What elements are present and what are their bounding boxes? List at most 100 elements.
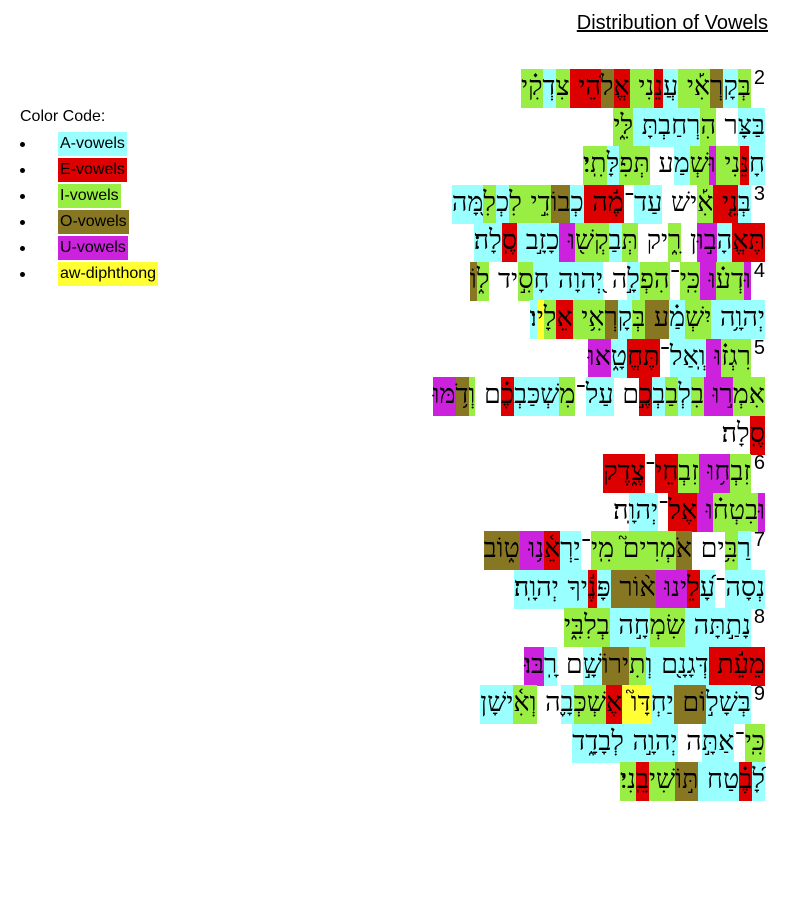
syllable: חַ xyxy=(671,107,688,147)
syllable: הָ xyxy=(716,223,733,262)
syllable: בַ xyxy=(608,223,622,262)
syllable: שָׁ xyxy=(718,685,738,724)
verse-line: אִמְר֣וּ בִלְבַבְכֶ֣ם עַל־מִשְׁכַּבְכֶ֗ם… xyxy=(432,376,765,416)
syllable: עֵ֬ת xyxy=(708,646,749,686)
bullet-icon xyxy=(20,142,25,147)
verse-line: מֵעֵ֬ת דְּגָנָ֖ם וְתִירוֹשָׁ֣ם רָֽבּוּ׃ xyxy=(433,646,765,686)
legend-item: I-vowels xyxy=(20,183,121,209)
syllable: זָ֣ב xyxy=(517,223,547,262)
syllable: שָׁ֣ xyxy=(582,646,602,686)
syllable: לָ֣ xyxy=(627,261,640,301)
verse-line: 7רַבִּ֥ים אֹמְרִים֮ מִֽי־יַרְאֵ֫נ֥וּ ט֑ו… xyxy=(433,529,765,570)
syllable: תַ֣ xyxy=(725,608,743,647)
syllable: הִ xyxy=(700,107,716,147)
verse-line: 4וּדְע֗וּ כִּֽי־הִפְלָ֣ה יְ֭הוָה חָסִ֣יד… xyxy=(433,261,765,301)
syllable: בְ xyxy=(596,608,610,647)
syllable: נִי׃ xyxy=(619,762,636,801)
syllable: יְ֭ xyxy=(596,261,604,301)
syllable: בַ xyxy=(665,377,679,416)
syllable: וּ xyxy=(705,338,722,378)
legend-swatch-label: I-vowels xyxy=(58,184,121,208)
syllable: חְ xyxy=(650,685,667,724)
syllable: לְ xyxy=(611,723,624,763)
syllable: פִ xyxy=(619,146,634,185)
syllable: צִ xyxy=(555,69,570,108)
verse-number: 5 xyxy=(753,336,765,359)
syllable: בְ xyxy=(514,377,528,416)
syllable: יְ xyxy=(650,492,659,532)
syllable: תֶּ xyxy=(643,338,660,378)
syllable: לָה׃ xyxy=(721,417,750,449)
syllable: לֵ xyxy=(687,569,700,609)
syllable: אֵ xyxy=(556,300,573,339)
syllable: ישׁ xyxy=(662,186,698,218)
syllable: תְּ xyxy=(621,223,639,262)
bullet-icon xyxy=(20,194,25,199)
syllable: דְע֗ xyxy=(715,261,744,301)
syllable: רְ xyxy=(687,107,701,147)
syllable: פָּ xyxy=(596,569,611,609)
syllable: ה xyxy=(603,263,628,295)
syllable: וּ xyxy=(758,492,765,532)
syllable: וֹר xyxy=(610,569,640,609)
verse-line: יְהוָ֥ה יִשְׁמַ֗ע בְּקָרְאִ֥י אֵלָיו׃ xyxy=(433,299,765,339)
syllable: שְׁ xyxy=(586,685,606,724)
syllable: וּ xyxy=(700,261,716,301)
verse-number: 8 xyxy=(753,606,765,628)
syllable: קְשׁ֖ xyxy=(574,223,609,262)
syllable: אִ֫ xyxy=(513,685,530,724)
syllable: בִ xyxy=(691,377,705,416)
verse-number: 9 xyxy=(753,683,765,705)
syllable: הֵי xyxy=(569,69,601,108)
syllable: כְּ xyxy=(573,685,587,724)
syllable: גָ xyxy=(686,646,696,686)
verse-line: 3בְּנֵ֤י אִ֡ישׁ עַד־מֶ֬ה כְבוֹדִ֣י לִכְל… xyxy=(433,184,765,224)
syllable: כִּֽי xyxy=(679,261,701,301)
syllable: כָ xyxy=(546,223,560,262)
syllable: ה xyxy=(536,687,561,718)
syllable: ירוֹ xyxy=(601,646,630,686)
syllable: ם xyxy=(613,379,640,410)
psalm-text: 2בְּקָרְאִ֡י עֲנֵנִי אֱלֹהֵי צִדְקִ֗י בַּ… xyxy=(432,68,765,801)
legend-swatch-label: E-vowels xyxy=(58,158,127,182)
syllable: סֶֽ xyxy=(501,223,518,262)
syllable: בְ xyxy=(658,107,672,147)
syllable: רִ֑ xyxy=(668,223,682,262)
syllable: תּ֣ xyxy=(682,762,699,801)
syllable: טְח֗ xyxy=(712,492,746,532)
syllable: אֱ xyxy=(732,223,749,262)
verse-line: 5רִגְז֗וּ וְֽאַל־תֶּחֱטָ֑אוּ xyxy=(433,336,765,378)
syllable: מֵ xyxy=(748,646,765,686)
syllable: מַ֗ xyxy=(669,300,686,339)
syllable: נִי xyxy=(629,69,655,108)
syllable: יְהוָֽה׃ xyxy=(513,569,559,609)
syllable: ה xyxy=(609,608,634,647)
syllable: זִבְ xyxy=(730,454,751,493)
syllable: אֶל xyxy=(668,492,698,532)
syllable: מִ xyxy=(559,377,576,416)
syllable: ־ xyxy=(623,186,635,218)
bullet-icon xyxy=(20,272,25,277)
syllable: בִּ֑י xyxy=(564,608,585,647)
syllable: נֵ xyxy=(654,69,663,108)
syllable: יַ xyxy=(573,531,581,570)
syllable: דְּ xyxy=(695,646,709,686)
syllable: בְּ xyxy=(737,69,751,108)
legend-item: aw-diphthong xyxy=(20,261,159,287)
syllable: תִ xyxy=(629,646,646,686)
legend-swatch-label: A-vowels xyxy=(58,132,127,156)
syllable: לִ xyxy=(483,184,497,224)
syllable: עָ֝ xyxy=(699,569,715,609)
syllable: עַד xyxy=(634,184,663,224)
syllable: ם xyxy=(475,379,501,410)
syllable: תִֽי׃ xyxy=(583,146,607,185)
syllable: נ֥וּ xyxy=(519,531,545,570)
syllable: ל֑ xyxy=(476,261,490,301)
syllable: כֶ֗ xyxy=(500,377,515,416)
syllable: סָה xyxy=(725,569,757,609)
verse-number: 7 xyxy=(753,529,765,551)
syllable: ט֑ xyxy=(503,531,520,570)
syllable: וּ xyxy=(697,492,713,532)
syllable: בָ xyxy=(598,723,612,763)
syllable: ־ xyxy=(659,340,670,372)
